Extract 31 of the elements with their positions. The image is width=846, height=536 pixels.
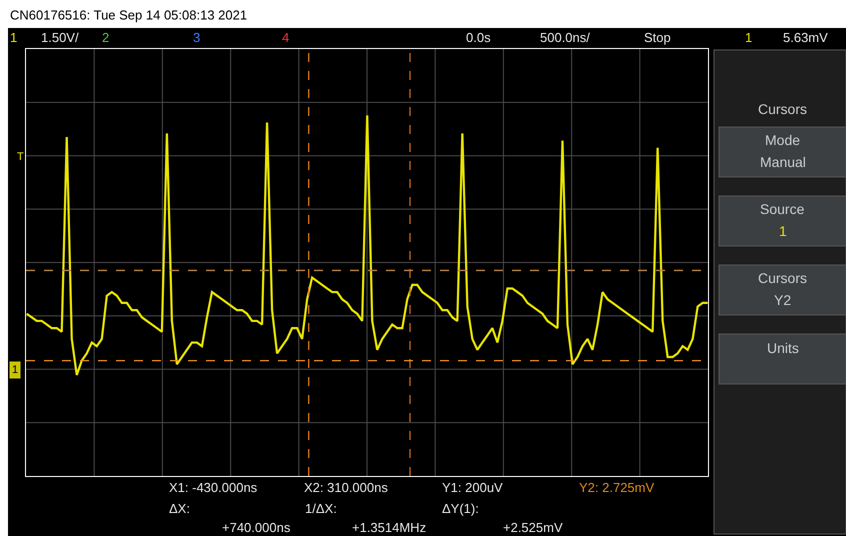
text: 1 [10,30,18,45]
text: Cursors [758,270,808,286]
text: ΔX: [169,501,190,516]
text: Y2: 2.725mV [579,480,654,495]
text: 1.50V/ [41,30,79,45]
text: 500.0ns/ [540,30,590,45]
text: 1 [779,223,787,239]
text: 0.0s [466,30,492,45]
text: 1/ΔX: [305,501,337,516]
text: T [17,151,24,163]
text: Manual [760,154,806,170]
text: X2: 310.000ns [304,480,388,495]
text: Y2 [774,292,792,308]
text: Y1: 200uV [442,480,504,495]
text: +1.3514MHz [352,520,426,535]
text: Stop [644,30,671,45]
text: 5.63mV [783,30,828,45]
text: Units [767,340,799,356]
text: 1 [12,364,18,376]
text: 3 [193,30,200,45]
chart-title: CN60176516: Tue Sep 14 05:08:13 2021 [10,8,248,23]
text: Cursors [758,101,808,117]
text: Source [760,201,805,217]
text: ΔY(1): [442,501,479,516]
text: 1 [745,30,752,45]
text: 4 [282,30,290,45]
text: +740.000ns [222,520,291,535]
text: 2 [102,30,110,45]
text: X1: -430.000ns [169,480,258,495]
text: +2.525mV [503,520,563,535]
text: Mode [765,132,800,148]
